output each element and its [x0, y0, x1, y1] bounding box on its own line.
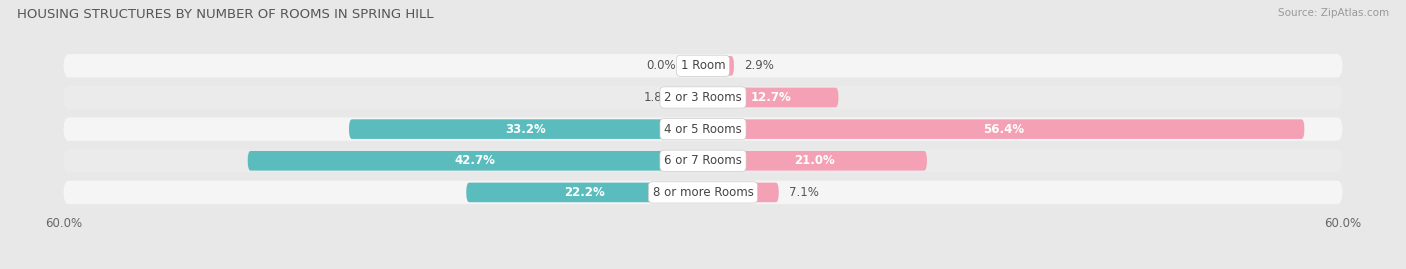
FancyBboxPatch shape [63, 54, 1343, 77]
Text: 22.2%: 22.2% [564, 186, 605, 199]
FancyBboxPatch shape [703, 88, 838, 107]
FancyBboxPatch shape [703, 56, 734, 76]
Text: 1 Room: 1 Room [681, 59, 725, 72]
FancyBboxPatch shape [247, 151, 703, 171]
FancyBboxPatch shape [683, 88, 703, 107]
Text: 56.4%: 56.4% [983, 123, 1024, 136]
Text: 21.0%: 21.0% [794, 154, 835, 167]
Text: 7.1%: 7.1% [789, 186, 820, 199]
Text: 6 or 7 Rooms: 6 or 7 Rooms [664, 154, 742, 167]
Text: 33.2%: 33.2% [506, 123, 547, 136]
Text: Source: ZipAtlas.com: Source: ZipAtlas.com [1278, 8, 1389, 18]
Text: 42.7%: 42.7% [456, 154, 496, 167]
FancyBboxPatch shape [63, 181, 1343, 204]
Text: 8 or more Rooms: 8 or more Rooms [652, 186, 754, 199]
FancyBboxPatch shape [703, 183, 779, 202]
FancyBboxPatch shape [467, 183, 703, 202]
Text: 0.0%: 0.0% [647, 59, 676, 72]
Text: 2.9%: 2.9% [745, 59, 775, 72]
Text: 12.7%: 12.7% [751, 91, 792, 104]
Text: 2 or 3 Rooms: 2 or 3 Rooms [664, 91, 742, 104]
FancyBboxPatch shape [63, 149, 1343, 172]
FancyBboxPatch shape [703, 151, 927, 171]
FancyBboxPatch shape [703, 119, 1305, 139]
Text: 4 or 5 Rooms: 4 or 5 Rooms [664, 123, 742, 136]
Text: HOUSING STRUCTURES BY NUMBER OF ROOMS IN SPRING HILL: HOUSING STRUCTURES BY NUMBER OF ROOMS IN… [17, 8, 433, 21]
Legend: Owner-occupied, Renter-occupied: Owner-occupied, Renter-occupied [576, 266, 830, 269]
FancyBboxPatch shape [63, 117, 1343, 141]
FancyBboxPatch shape [349, 119, 703, 139]
FancyBboxPatch shape [63, 86, 1343, 109]
Text: 1.8%: 1.8% [644, 91, 673, 104]
